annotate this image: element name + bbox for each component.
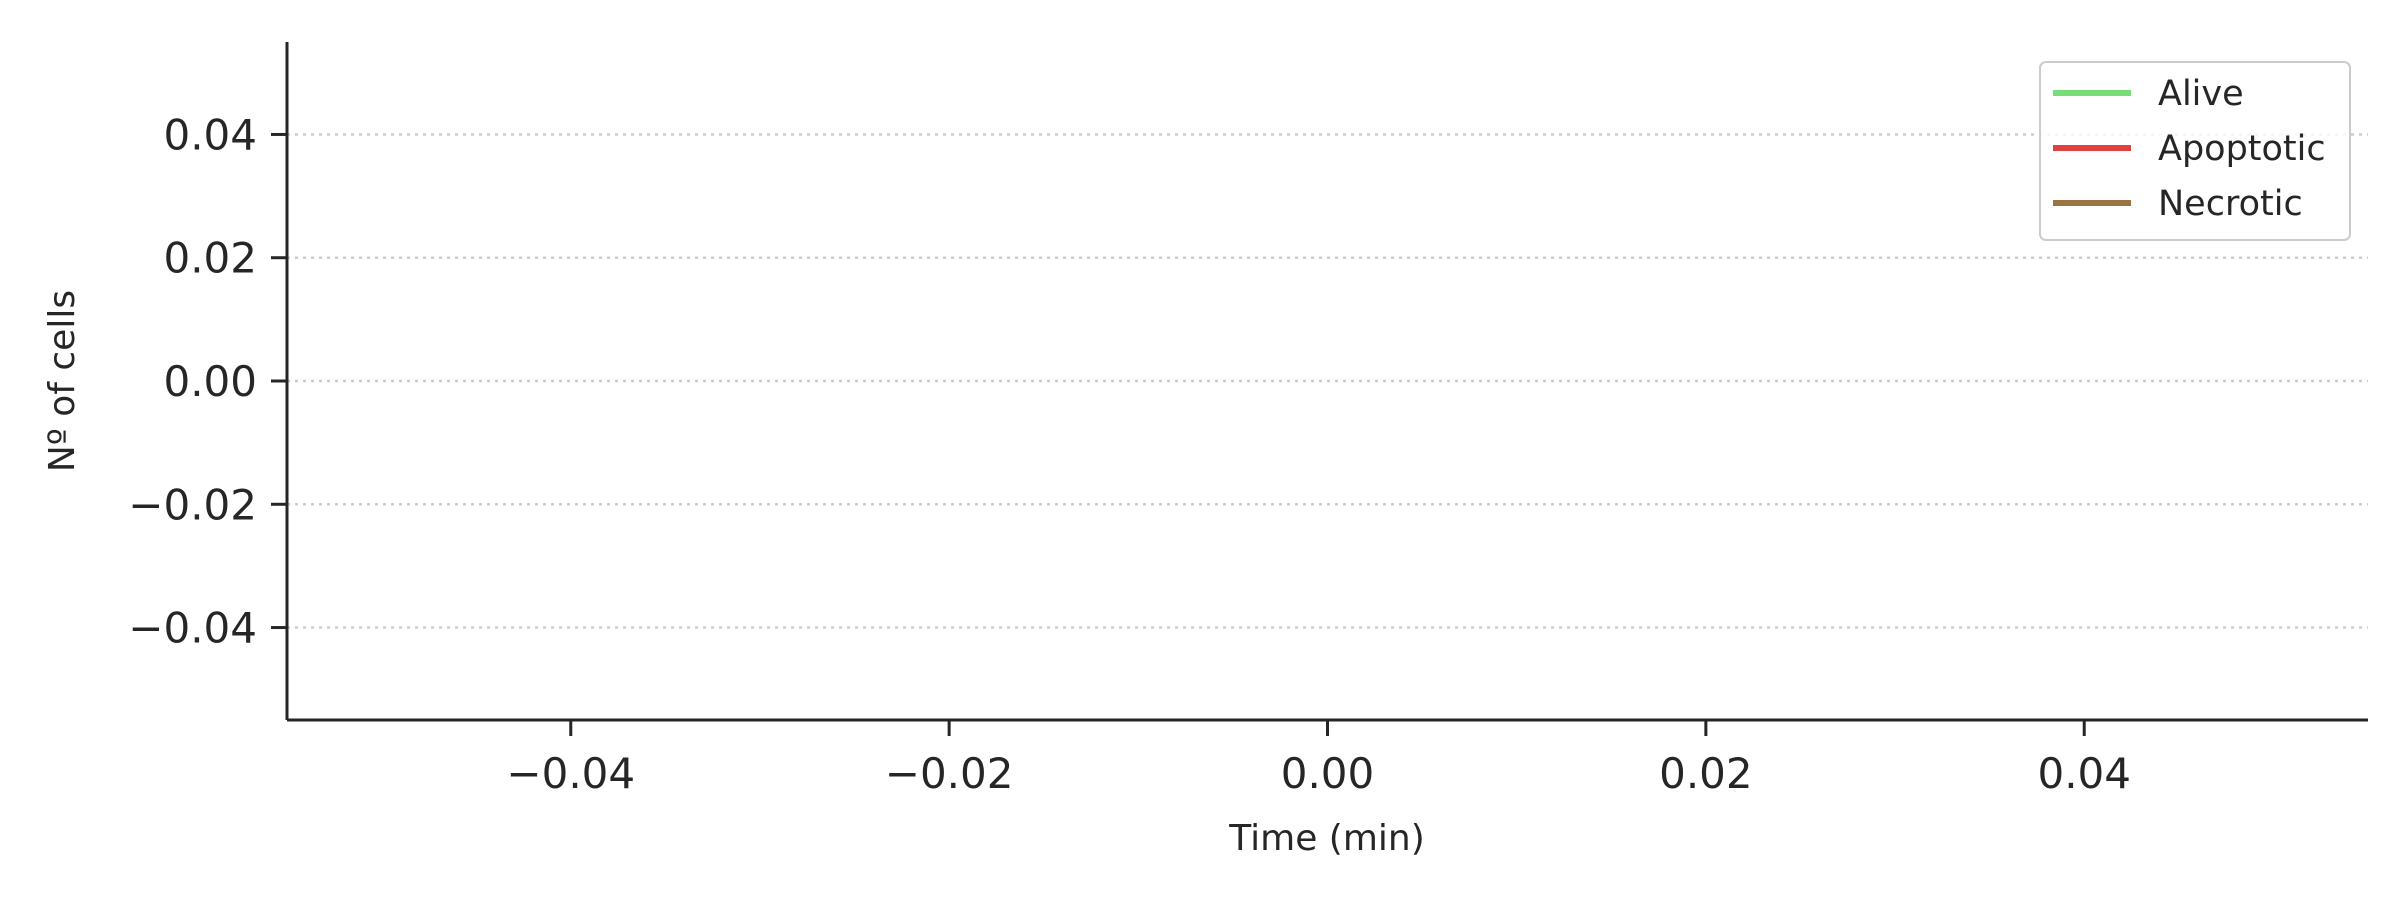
x-tick-label: 0.00 xyxy=(1281,749,1375,798)
legend-items: Alive Apoptotic Necrotic xyxy=(2053,74,2326,224)
y-tick-label: 0.02 xyxy=(163,234,257,283)
y-tick-label: −0.02 xyxy=(128,480,257,529)
legend: Alive Apoptotic Necrotic xyxy=(2039,61,2351,241)
y-tick-label: 0.04 xyxy=(163,110,257,159)
y-axis-label: Nº of cells xyxy=(42,290,83,472)
y-ticks: 0.04 0.02 0.00 −0.02 −0.04 xyxy=(128,110,287,653)
x-ticks: −0.04 −0.02 0.00 0.02 0.04 xyxy=(506,720,2131,798)
legend-label: Apoptotic xyxy=(2158,129,2326,169)
legend-label: Alive xyxy=(2158,74,2244,114)
x-tick-label: 0.02 xyxy=(1659,749,1753,798)
x-tick-label: −0.04 xyxy=(506,749,635,798)
y-tick-label: 0.00 xyxy=(163,357,257,406)
y-tick-label: −0.04 xyxy=(128,604,257,653)
x-tick-label: −0.02 xyxy=(885,749,1014,798)
legend-frame xyxy=(2039,61,2351,241)
x-axis-label: Time (min) xyxy=(1228,818,1425,859)
legend-label: Necrotic xyxy=(2158,184,2303,224)
grid-lines xyxy=(287,133,2368,629)
x-tick-label: 0.04 xyxy=(2037,749,2131,798)
